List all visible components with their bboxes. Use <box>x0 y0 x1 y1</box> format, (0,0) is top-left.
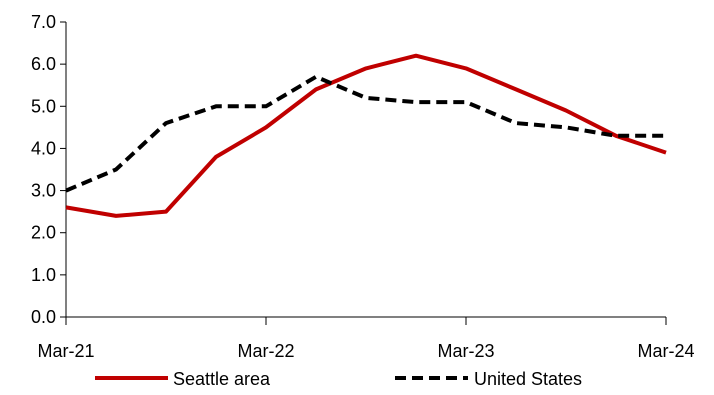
y-tick-label: 6.0 <box>31 54 56 74</box>
legend-label-1: United States <box>474 369 582 389</box>
x-tick-label: Mar-22 <box>237 341 294 361</box>
series-line-1 <box>65 74 666 193</box>
y-tick-label: 7.0 <box>31 12 56 32</box>
legend-label-0: Seattle area <box>173 369 271 389</box>
x-tick-label: Mar-21 <box>37 341 94 361</box>
y-tick-label: 5.0 <box>31 96 56 116</box>
axes: 0.0 1.0 2.0 3.0 4.0 5.0 6.0 7.0 Mar-21 Mar-22 Mar-… <box>31 12 695 361</box>
plot-area <box>65 53 667 218</box>
y-tick-label: 2.0 <box>31 223 56 243</box>
x-tick-label: Mar-24 <box>637 341 694 361</box>
series-line-0 <box>65 53 667 218</box>
y-tick-label: 4.0 <box>31 138 56 158</box>
y-tick-label: 0.0 <box>31 307 56 327</box>
y-tick-label: 3.0 <box>31 181 56 201</box>
y-tick-label: 1.0 <box>31 265 56 285</box>
legend: Seattle area United States <box>95 369 582 389</box>
x-tick-label: Mar-23 <box>437 341 494 361</box>
